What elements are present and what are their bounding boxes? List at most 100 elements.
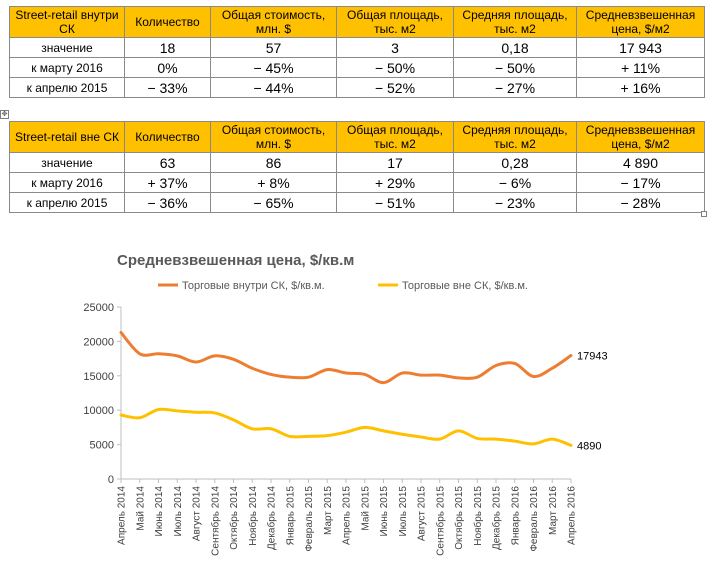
table-header-cell: Средняя площадь, тыс. м2 [453, 6, 577, 38]
table-header-cell: Общая стоимость, млн. $ [210, 6, 337, 38]
table-cell: − 52% [336, 77, 454, 98]
table-cell: 0% [124, 57, 211, 78]
y-tick-label: 15000 [83, 371, 114, 383]
x-tick-label: Май 2015 [360, 486, 371, 531]
table-header-cell: Street-retail внутри СК [9, 6, 125, 38]
table-cell: + 8% [210, 172, 337, 193]
y-tick-label: 0 [108, 474, 114, 486]
x-tick-label: Сентябрь 2014 [209, 486, 221, 556]
table-cell: 17 943 [576, 37, 705, 58]
table-row: к апрелю 2015 − 36% − 65% − 51% − 23% − … [9, 192, 705, 213]
x-tick-label: Январь 2015 [285, 486, 296, 546]
x-tick-label: Апрель 2015 [342, 486, 353, 545]
price-line-chart: Средневзвешенная цена, $/кв.м Торговые в… [83, 252, 608, 556]
table-row: к марту 2016 0% − 45% − 50% − 50% + 11% [9, 57, 705, 78]
table-cell: − 45% [210, 57, 337, 78]
table-header-cell: Количество [124, 6, 211, 38]
x-tick-label: Ноябрь 2015 [472, 486, 484, 546]
x-tick-label: Ноябрь 2014 [247, 486, 259, 546]
x-tick-label: Декабрь 2014 [266, 486, 278, 550]
x-tick-label: Август 2014 [192, 486, 203, 542]
table-cell: − 51% [336, 192, 454, 213]
table-cell: + 11% [576, 57, 705, 78]
table-cell: − 6% [453, 172, 577, 193]
x-tick-label: Август 2015 [417, 486, 428, 542]
table-cell: − 50% [336, 57, 454, 78]
series-line-inside [119, 330, 573, 385]
x-axis: Апрель 2014 Май 2014 Июнь 2014 Июль 2014 Авг… [117, 478, 578, 556]
x-tick-label: Сентябрь 2015 [434, 486, 446, 556]
table-cell: − 36% [124, 192, 211, 213]
row-label: значение [9, 37, 125, 58]
table-header-cell: Street-retail вне СК [9, 121, 125, 153]
x-tick-label: Май 2014 [135, 486, 146, 531]
x-tick-label: Февраль 2015 [304, 486, 315, 552]
table-header-cell: Средневзвешенная цена, $/м2 [576, 6, 705, 38]
chart-legend: Торговые внутри СК, $/кв.м. Торговые вне… [158, 280, 528, 292]
row-label: к апрелю 2015 [9, 77, 125, 98]
y-tick-label: 20000 [83, 336, 114, 348]
table-cell: 17 [336, 152, 454, 173]
x-tick-label: Апрель 2014 [117, 486, 128, 545]
table-cell: − 65% [210, 192, 337, 213]
x-tick-label: Март 2016 [548, 486, 559, 535]
legend-label-inside: Торговые внутри СК, $/кв.м. [182, 280, 325, 292]
table-cell: + 37% [124, 172, 211, 193]
table-inside-mall: Street-retail внутри СК Количество Общая… [9, 6, 705, 98]
table-row: к апрелю 2015 − 33% − 44% − 52% − 27% + … [9, 77, 705, 98]
x-tick-label: Июль 2014 [173, 486, 184, 537]
row-label: к марту 2016 [9, 57, 125, 78]
y-tick-label: 25000 [83, 302, 114, 314]
table-cell: − 44% [210, 77, 337, 98]
chart-end-labels: 17943 4890 [577, 351, 608, 453]
table-cell: 0,28 [453, 152, 577, 173]
x-tick-label: Декабрь 2015 [491, 486, 503, 550]
table-header-cell: Общая площадь, тыс. м2 [336, 6, 454, 38]
table-cell: − 17% [576, 172, 705, 193]
table-header-cell: Средняя площадь, тыс. м2 [453, 121, 577, 153]
row-label: к апрелю 2015 [9, 192, 125, 213]
table-cell: − 50% [453, 57, 577, 78]
table-anchor-icon[interactable]: ✥ [0, 110, 9, 119]
x-tick-label: Октябрь 2014 [228, 486, 240, 550]
table-header-cell: Количество [124, 121, 211, 153]
table-cell: 63 [124, 152, 211, 173]
x-tick-label: Апрель 2016 [567, 486, 578, 545]
table-resize-handle[interactable] [701, 211, 707, 217]
x-tick-label: Июль 2015 [398, 486, 409, 537]
table-cell: − 23% [453, 192, 577, 213]
x-tick-label: Июнь 2014 [154, 486, 165, 537]
y-tick-label: 5000 [90, 440, 114, 452]
table-cell: + 29% [336, 172, 454, 193]
table-header-cell: Общая площадь, тыс. м2 [336, 121, 454, 153]
table-cell: 18 [124, 37, 211, 58]
x-tick-label: Февраль 2016 [529, 486, 540, 552]
table-row: значение 63 86 17 0,28 4 890 [9, 152, 705, 173]
table-header-cell: Общая стоимость, млн. $ [210, 121, 337, 153]
table-cell: 86 [210, 152, 337, 173]
x-tick-label: Июнь 2015 [379, 486, 390, 537]
table-row: значение 18 57 3 0,18 17 943 [9, 37, 705, 58]
table-cell: 0,18 [453, 37, 577, 58]
y-tick-label: 10000 [83, 405, 114, 417]
series-end-label: 4890 [577, 440, 601, 452]
table-header-row: Street-retail вне СК Количество Общая ст… [9, 121, 705, 153]
legend-label-outside: Торговые вне СК, $/кв.м. [402, 280, 528, 292]
table-cell: − 28% [576, 192, 705, 213]
x-tick-label: Октябрь 2015 [453, 486, 465, 550]
table-row: к марту 2016 + 37% + 8% + 29% − 6% − 17% [9, 172, 705, 193]
chart-series [119, 330, 573, 447]
y-axis: 0 5000 10000 15000 20000 25000 [83, 302, 122, 486]
table-cell: 57 [210, 37, 337, 58]
series-end-label: 17943 [577, 351, 608, 363]
table-cell: − 27% [453, 77, 577, 98]
table-outside-mall: Street-retail вне СК Количество Общая ст… [9, 121, 705, 213]
row-label: к марту 2016 [9, 172, 125, 193]
x-tick-label: Март 2015 [323, 486, 334, 535]
table-cell: 3 [336, 37, 454, 58]
table-cell: − 33% [124, 77, 211, 98]
table-cell: 4 890 [576, 152, 705, 173]
table-header-row: Street-retail внутри СК Количество Общая… [9, 6, 705, 38]
series-line-outside [119, 407, 573, 447]
x-tick-label: Январь 2016 [510, 486, 521, 546]
